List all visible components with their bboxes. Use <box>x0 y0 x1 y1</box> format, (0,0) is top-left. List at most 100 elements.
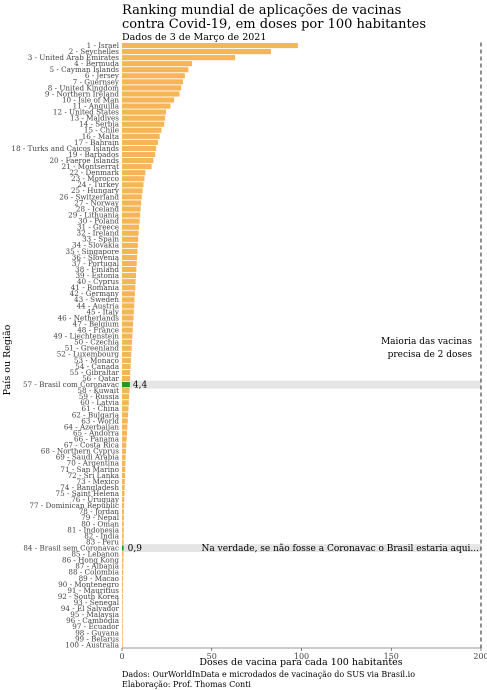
category-label-43-sweden: 43 - Sweden <box>74 295 119 304</box>
bar-56-qatar <box>122 375 131 382</box>
highlight-label-brasil-sem-coronavac: 0,9 <box>128 544 143 554</box>
bar-96-cambodia <box>122 618 123 624</box>
category-label-36-slovenia: 36 - Slovenia <box>72 253 120 262</box>
bar-89-macao <box>122 575 124 581</box>
category-label-60-latvia: 60 - Latvia <box>80 398 119 407</box>
category-label-18-turks-and-caicos-islands: 18 - Turks and Caicos Islands <box>11 144 119 153</box>
bar-97-ecuador <box>122 624 123 630</box>
category-label-24-turkey: 24 - Turkey <box>77 180 120 189</box>
bar-36-slovenia <box>122 254 138 261</box>
category-label-92-south-korea: 92 - South Korea <box>58 592 120 601</box>
bar-38-finland <box>122 266 137 273</box>
bar-34-slovakia <box>122 242 138 248</box>
category-label-3-united-arab-emirates: 3 - United Arab Emirates <box>28 53 120 62</box>
category-label-59-russia: 59 - Russia <box>79 392 120 401</box>
category-label-4-bermuda: 4 - Bermuda <box>74 59 120 68</box>
bar-92-south-korea <box>122 593 123 600</box>
bar-11-anguilla <box>122 103 171 109</box>
category-label-85-lebanon: 85 - Lebanon <box>71 550 119 559</box>
category-label-46-netherlands: 46 - Netherlands <box>58 313 120 322</box>
highlight-band-57-brasil-com-coronavac <box>122 380 481 389</box>
bar-20-faeroe-islands <box>122 157 154 164</box>
category-label-58-kuwait: 58 - Kuwait <box>77 386 119 395</box>
bar-8-united-kingdom <box>122 85 182 91</box>
bars-group <box>122 42 298 648</box>
bar-4-bermuda <box>122 61 193 67</box>
category-label-94-el-salvador: 94 - El Salvador <box>61 604 120 613</box>
bar-19-barbados <box>122 151 156 158</box>
category-label-40-cyprus: 40 - Cyprus <box>77 277 119 286</box>
bar-18-turks-and-caicos-islands <box>122 145 157 152</box>
bar-45-italy <box>122 309 134 315</box>
bar-14-serbia <box>122 121 165 127</box>
bar-99-belarus <box>122 636 123 642</box>
bar-24-turkey <box>122 182 144 188</box>
bar-32-ireland <box>122 230 139 236</box>
bar-16-malta <box>122 133 160 139</box>
x-tick-label-100: 100 <box>294 652 309 661</box>
bar-62-bulgaria <box>122 412 129 418</box>
category-label-21-montserrat: 21 - Montserrat <box>62 162 119 171</box>
annotation-no-coronavac: Na verdade, se não fosse a Coronavac o B… <box>202 543 480 554</box>
bar-48-france <box>122 327 133 333</box>
bar-59-russia <box>122 394 130 400</box>
bar-83-peru <box>122 539 124 545</box>
category-label-41-romania: 41 - Romania <box>71 283 120 292</box>
category-label-84-brasil-sem-coronavac: 84 - Brasil sem Coronavac <box>23 543 119 552</box>
bar-71-san-marino <box>122 466 126 472</box>
category-label-47-belgium: 47 - Belgium <box>73 319 120 328</box>
chart-title-line-2: contra Covid-19, em doses por 100 habita… <box>122 17 426 32</box>
category-label-50-czechia: 50 - Czechia <box>74 338 120 347</box>
category-label-7-guernsey: 7 - Guernsey <box>73 77 120 86</box>
category-label-26-switzerland: 26 - Switzerland <box>59 192 119 201</box>
category-label-37-portugal: 37 - Portugal <box>72 259 120 268</box>
category-label-95-malaysia: 95 - Malaysia <box>70 610 119 619</box>
bar-23-morocco <box>122 176 145 182</box>
bar-87-albania <box>122 563 124 569</box>
category-label-89-macao: 89 - Macao <box>79 574 119 583</box>
bar-7-guernsey <box>122 79 184 85</box>
category-label-27-norway: 27 - Norway <box>74 198 120 207</box>
bar-55-gibraltar <box>122 369 131 376</box>
category-label-20-faeroe-islands: 20 - Faeroe Islands <box>49 156 119 165</box>
footer-source: Dados: OurWorldInData e microdados de va… <box>122 670 415 679</box>
bar-54-canada <box>122 363 131 370</box>
bar-13-maldives <box>122 115 166 121</box>
category-label-51-greenland: 51 - Greenland <box>65 344 120 353</box>
category-label-33-spain: 33 - Spain <box>82 235 119 244</box>
bar-90-montenegro <box>122 581 124 587</box>
category-label-6-jersey: 6 - Jersey <box>85 71 120 80</box>
category-label-82-india: 82 - India <box>84 531 120 540</box>
category-label-80-oman: 80 - Oman <box>81 519 119 528</box>
category-label-55-gibraltar: 55 - Gibraltar <box>70 368 120 377</box>
category-label-72-sri-lanka: 72 - Sri Lanka <box>68 471 120 480</box>
bar-63-world <box>122 418 128 424</box>
bar-6-jersey <box>122 73 185 79</box>
category-label-66-panama: 66 - Panama <box>74 435 120 444</box>
bar-44-austria <box>122 303 135 309</box>
bar-29-lithuania <box>122 212 141 218</box>
bar-66-panama <box>122 436 127 442</box>
bar-81-indonesia <box>122 527 124 533</box>
category-label-73-mexico: 73 - Mexico <box>77 477 119 486</box>
x-axis-ticks-group: 0 50 100 150 200 <box>119 648 487 661</box>
annotation-two-doses-line-1: Maioria das vacinas <box>381 337 472 347</box>
category-label-44-austria: 44 - Austria <box>76 301 119 310</box>
category-label-57-brasil-com-coronavac: 57 - Brasil com Coronavac <box>23 380 119 389</box>
category-label-35-singapore: 35 - Singapore <box>66 247 120 256</box>
category-label-45-italy: 45 - Italy <box>86 307 119 316</box>
category-label-25-hungary: 25 - Hungary <box>71 186 120 195</box>
category-label-23-morocco: 23 - Morocco <box>71 174 119 183</box>
bar-100-australia <box>122 642 123 648</box>
bar-73-mexico <box>122 478 125 485</box>
bar-68-northern-cyprus <box>122 448 126 454</box>
bar-50-czechia <box>122 339 133 345</box>
bar-12-united-states <box>122 109 166 115</box>
category-label-12-united-states: 12 - United States <box>53 108 119 117</box>
bar-27-norway <box>122 200 142 206</box>
category-label-53-monaco: 53 - Monaco <box>74 356 119 365</box>
category-label-70-argentina: 70 - Argentina <box>67 459 120 468</box>
bar-2-seychelles <box>122 49 271 55</box>
category-label-11-anguilla: 11 - Anguilla <box>73 101 120 110</box>
bar-3-united-arab-emirates <box>122 55 236 61</box>
